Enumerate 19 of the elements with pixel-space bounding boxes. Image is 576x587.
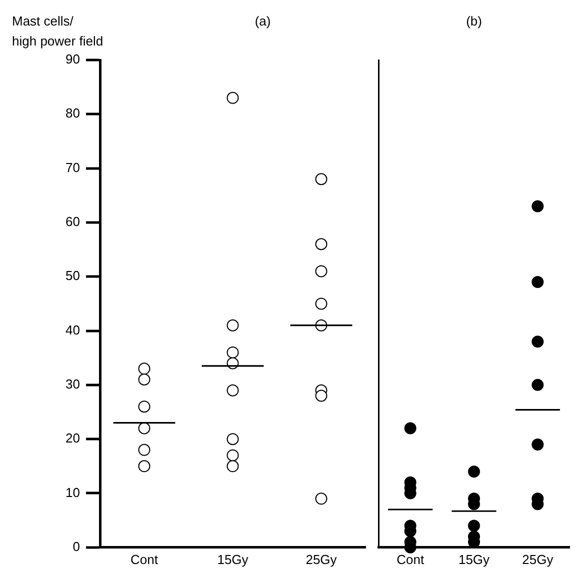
y-tick-label: 20 (66, 430, 80, 446)
y-tick-label: 50 (66, 268, 80, 284)
y-tick-label: 10 (66, 484, 80, 500)
chart-title: (b) (466, 14, 482, 29)
x-tick-label: 25Gy (306, 552, 338, 567)
y-tick-label: 0 (72, 538, 80, 554)
x-tick-label: 15Gy (458, 552, 490, 567)
y-tick-label: 70 (66, 160, 80, 175)
y-axis-title: Mast cells/ high power field (12, 14, 104, 49)
x-tick-label: Cont (130, 552, 158, 567)
y-tick-label: 30 (66, 376, 80, 392)
y-tick-label: 80 (66, 106, 80, 121)
y-tick-label: 40 (66, 322, 80, 338)
x-tick-label: 15Gy (217, 552, 249, 567)
chart-title: (a) (254, 14, 271, 29)
x-tick-label: Cont (396, 552, 424, 567)
x-tick-label: 25Gy (522, 552, 554, 567)
y-tick-label: 60 (66, 214, 80, 230)
y-tick-label: 90 (66, 52, 80, 67)
